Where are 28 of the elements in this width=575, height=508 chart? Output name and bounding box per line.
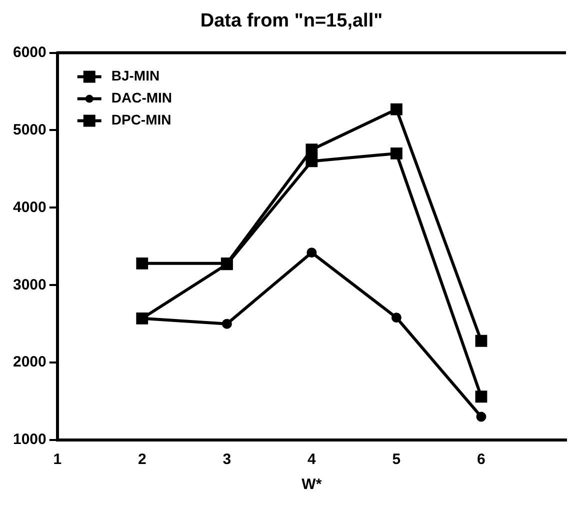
x-tick-label: 3 xyxy=(222,451,232,468)
y-tick-label: 6000 xyxy=(12,44,46,61)
legend-label: BJ-MIN xyxy=(111,68,160,84)
point xyxy=(222,318,232,329)
point xyxy=(390,148,402,160)
point xyxy=(306,248,317,258)
x-tick-label: 5 xyxy=(392,451,401,468)
point xyxy=(306,155,318,168)
y-tick-label: 5000 xyxy=(12,121,46,138)
y-tick-label: 1000 xyxy=(12,431,46,448)
point xyxy=(476,412,486,422)
x-axis-title: W* xyxy=(302,476,322,494)
x-tick-label: 6 xyxy=(477,451,486,468)
x-tick-label: 1 xyxy=(53,451,62,468)
legend-label: DAC-MIN xyxy=(111,90,172,106)
legend-label: DPC-MIN xyxy=(111,112,172,128)
point xyxy=(390,103,402,116)
x-tick-label: 4 xyxy=(308,451,317,468)
chart-title: Data from "n=15,all" xyxy=(200,10,383,32)
point xyxy=(475,334,488,347)
x-tick-label: 2 xyxy=(138,451,146,468)
y-tick-label: 4000 xyxy=(12,198,46,216)
point xyxy=(136,257,148,270)
point xyxy=(391,312,402,323)
point xyxy=(306,144,318,156)
point xyxy=(475,390,488,403)
y-tick-label: 3000 xyxy=(12,276,46,294)
y-tick-label: 2000 xyxy=(12,354,46,371)
